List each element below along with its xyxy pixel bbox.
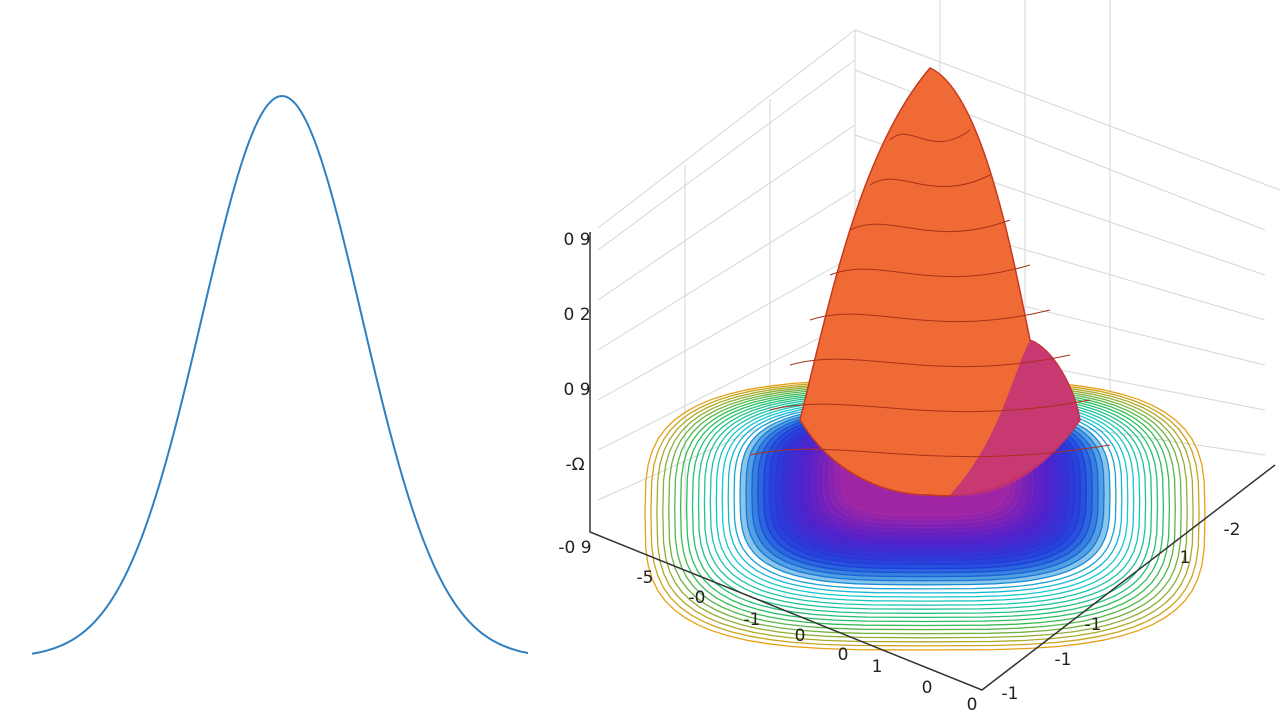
tick-label: -1 [1055,650,1072,670]
contour [668,385,1182,635]
contour [644,379,1206,651]
tick-label: 0 [838,645,849,665]
peak-contour [789,354,1071,368]
tick-label: -1 [1002,684,1019,704]
grid-line [597,319,856,451]
tick-label: 0 2 [563,305,590,325]
tick-label: 1 [872,657,883,677]
tick-label: -1 [1085,615,1102,635]
bell-curve [31,94,529,655]
peak-contour [829,264,1031,278]
tick-labels: 0 9 0 2 0 9 -Ω -0 9 -5 -0 -1 0 0 1 0 0 -2 1 -1 -1 -1 [558,230,1240,715]
tick-label: -0 [689,588,706,608]
tick-label: -1 [744,610,761,630]
peak-contour [769,399,1091,413]
peak-contour [869,174,991,188]
tick-label: -2 [1224,520,1241,540]
tick-label: 1 [1180,548,1191,568]
tick-label: 0 [922,678,933,698]
contour [679,389,1171,627]
tick-label: 0 9 [563,230,590,250]
grid-line [597,124,856,301]
peak-contour [889,129,971,142]
axes [589,232,1276,691]
contour [662,384,1188,639]
tick-label: -Ω [565,455,584,475]
grid-line [597,189,856,351]
peak-contour [849,219,1011,233]
tick-label: -5 [637,568,654,588]
contour [650,381,1200,647]
peak-contour [749,444,1111,458]
contour [656,382,1194,643]
peak-contour [809,309,1051,323]
tick-label: 0 [795,626,806,646]
grid-line [597,59,856,251]
tick-label: -0 9 [558,538,591,558]
contour [674,387,1176,631]
grid-line [597,254,856,401]
axis-line [589,232,1276,691]
tick-label: 0 9 [563,380,590,400]
surface [644,67,1206,651]
tick-label: 0 [967,695,978,715]
